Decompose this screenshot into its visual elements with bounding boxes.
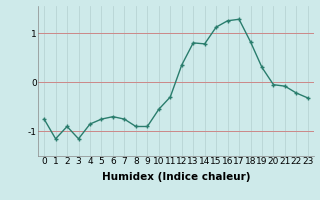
X-axis label: Humidex (Indice chaleur): Humidex (Indice chaleur) bbox=[102, 172, 250, 182]
